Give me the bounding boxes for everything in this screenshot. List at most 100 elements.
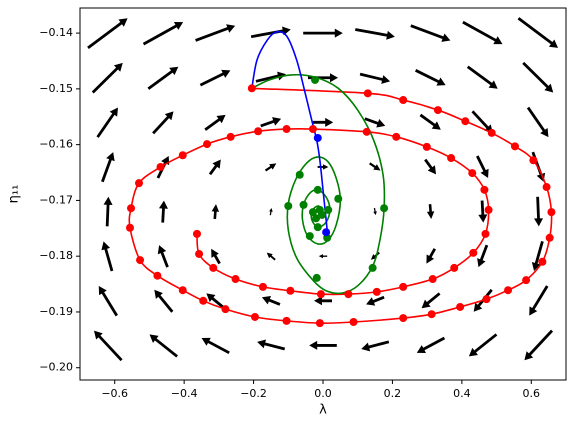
quiver-arrow (317, 164, 329, 170)
quiver-arrow (468, 333, 498, 357)
trajectory-point (221, 305, 230, 314)
quiver-arrow (424, 158, 437, 175)
quiver-arrow (355, 28, 395, 40)
quiver-arrow (149, 334, 178, 358)
quiver-arrow (517, 17, 559, 48)
trajectory-point (399, 282, 408, 291)
y-tick-label: −0.15 (39, 82, 73, 95)
quiver-arrow (369, 162, 381, 171)
quiver-arrow (211, 204, 220, 220)
quiver-arrow (211, 248, 221, 265)
trajectory-point (427, 310, 436, 319)
quiver-arrow (264, 163, 277, 172)
trajectory-point (308, 125, 317, 134)
quiver-arrow (206, 293, 226, 310)
quiver-arrow (260, 117, 282, 128)
trajectory-point (428, 275, 437, 284)
trajectory-point (447, 154, 456, 163)
quiver-arrow (366, 295, 385, 306)
trajectory-point (192, 229, 201, 238)
quiver-arrow (414, 69, 446, 86)
quiver-arrow (416, 336, 446, 354)
x-tick-label: −0.6 (101, 387, 128, 400)
trajectory-point (308, 208, 317, 217)
trajectory-point (203, 140, 212, 149)
quiver-arrow (318, 254, 328, 259)
quiver-arrow (87, 18, 128, 50)
trajectory-point (135, 179, 144, 188)
trajectory-point (480, 185, 489, 194)
trajectory-point (136, 256, 145, 265)
quiver-arrow (526, 106, 549, 138)
trajectory-point (313, 133, 322, 142)
trajectory-point (456, 302, 465, 311)
trajectory-point (522, 276, 531, 285)
trajectory-point (299, 200, 308, 209)
trajectory-point (127, 204, 136, 213)
quiver-arrow (419, 113, 441, 130)
trajectory-point (392, 132, 401, 141)
x-tick-label: −0.2 (240, 387, 267, 400)
trajectory-point (542, 183, 551, 192)
trajectory-line (251, 30, 328, 231)
x-tick-label: 0.4 (453, 387, 471, 400)
trajectory-point (312, 214, 321, 223)
quiver-arrow (312, 117, 334, 127)
trajectory-point (487, 128, 496, 137)
quiver-arrow (361, 340, 390, 352)
quiver-arrow (266, 252, 276, 261)
trajectory-point (545, 233, 554, 242)
trajectory-point (362, 127, 371, 136)
quiver-arrow (466, 65, 498, 89)
trajectory-point (312, 273, 321, 282)
y-axis-label: η₁₁ (7, 185, 22, 204)
trajectory-line (251, 73, 386, 295)
trajectory-line (128, 87, 553, 324)
quiver-arrow (103, 196, 113, 227)
quiver-arrow (410, 24, 451, 42)
trajectory-point (334, 194, 343, 203)
trajectory-point (484, 205, 493, 214)
trajectory-point (153, 271, 162, 280)
trajectory-point (199, 296, 208, 305)
trajectory-point (504, 286, 513, 295)
quiver-arrow (364, 117, 386, 128)
trajectory-point (156, 162, 165, 171)
trajectory-point (315, 319, 324, 328)
trajectory-point (282, 125, 291, 134)
trajectory-point (209, 263, 218, 272)
quiver-arrow (309, 340, 337, 350)
quiver-arrow (101, 152, 115, 183)
trajectory-point (349, 317, 358, 326)
trajectory-point (295, 170, 304, 179)
trajectory-point (311, 75, 320, 84)
quiver-arrow (152, 111, 174, 135)
quiver-arrow (93, 330, 123, 362)
quiver-arrow (303, 28, 343, 38)
quiver-arrow (195, 24, 236, 42)
x-axis-label: λ (319, 403, 327, 418)
quiver-arrow (529, 285, 549, 316)
trajectory-point (282, 316, 291, 325)
trajectory-point (529, 156, 538, 165)
quiver-arrow (208, 159, 221, 176)
trajectory-point (422, 142, 431, 151)
y-tick-label: −0.17 (39, 193, 73, 206)
quiver-arrow (524, 329, 554, 361)
trajectory-point (231, 275, 240, 284)
trajectory-point (363, 89, 372, 98)
quiver-arrow (269, 207, 273, 216)
trajectory-point (247, 84, 256, 93)
quiver-arrow (359, 72, 391, 84)
trajectory-point (316, 290, 325, 299)
trajectory-point (482, 295, 491, 304)
quiver-arrow (373, 207, 377, 216)
x-tick-label: 0.2 (384, 387, 402, 400)
quiver-arrow (257, 339, 286, 351)
trajectory-point (284, 201, 293, 210)
trajectory-point (313, 185, 322, 194)
trajectory-point (547, 208, 556, 217)
trajectory-point (469, 248, 478, 257)
quiver-arrow (158, 200, 168, 223)
quiver-arrow (255, 71, 286, 83)
